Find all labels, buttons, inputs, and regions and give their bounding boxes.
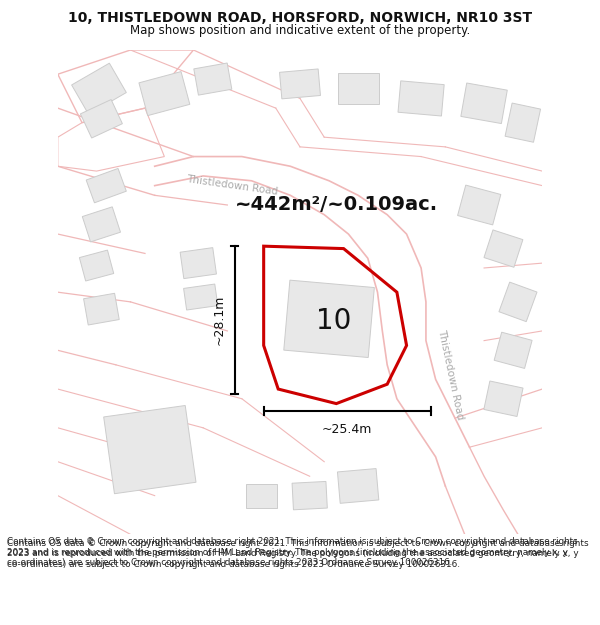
Polygon shape [80,99,122,138]
Polygon shape [280,69,320,99]
Text: Contains OS data © Crown copyright and database right 2021. This information is : Contains OS data © Crown copyright and d… [7,539,589,569]
Text: ~28.1m: ~28.1m [213,295,226,345]
Polygon shape [499,282,537,322]
Polygon shape [494,332,532,368]
Polygon shape [139,72,190,116]
Text: 10: 10 [316,308,352,335]
Polygon shape [458,185,501,225]
Polygon shape [86,169,127,202]
Polygon shape [292,481,328,510]
Polygon shape [71,63,127,114]
Polygon shape [461,83,507,124]
Polygon shape [338,73,379,104]
Text: Map shows position and indicative extent of the property.: Map shows position and indicative extent… [130,24,470,37]
Text: ~442m²/~0.109ac.: ~442m²/~0.109ac. [235,196,438,214]
Polygon shape [398,81,444,116]
Polygon shape [79,250,114,281]
Polygon shape [484,381,523,416]
Polygon shape [194,63,232,95]
Polygon shape [505,103,541,142]
Polygon shape [484,230,523,268]
Polygon shape [82,207,121,242]
Polygon shape [104,406,196,494]
Text: Thistledown Road: Thistledown Road [186,174,278,197]
Text: Contains OS data © Crown copyright and database right 2021. This information is : Contains OS data © Crown copyright and d… [7,538,578,568]
Polygon shape [184,284,218,310]
Polygon shape [337,469,379,503]
Polygon shape [83,293,119,325]
Polygon shape [180,248,217,279]
Polygon shape [245,484,277,508]
Text: 10, THISTLEDOWN ROAD, HORSFORD, NORWICH, NR10 3ST: 10, THISTLEDOWN ROAD, HORSFORD, NORWICH,… [68,11,532,25]
Text: Thistledown Road: Thistledown Road [436,328,464,421]
Text: ~25.4m: ~25.4m [322,423,373,436]
Polygon shape [284,280,374,358]
